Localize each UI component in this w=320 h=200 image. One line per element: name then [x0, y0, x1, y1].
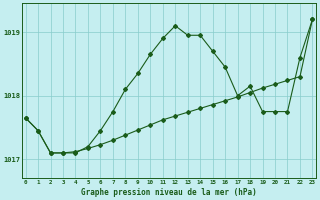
- X-axis label: Graphe pression niveau de la mer (hPa): Graphe pression niveau de la mer (hPa): [81, 188, 257, 197]
